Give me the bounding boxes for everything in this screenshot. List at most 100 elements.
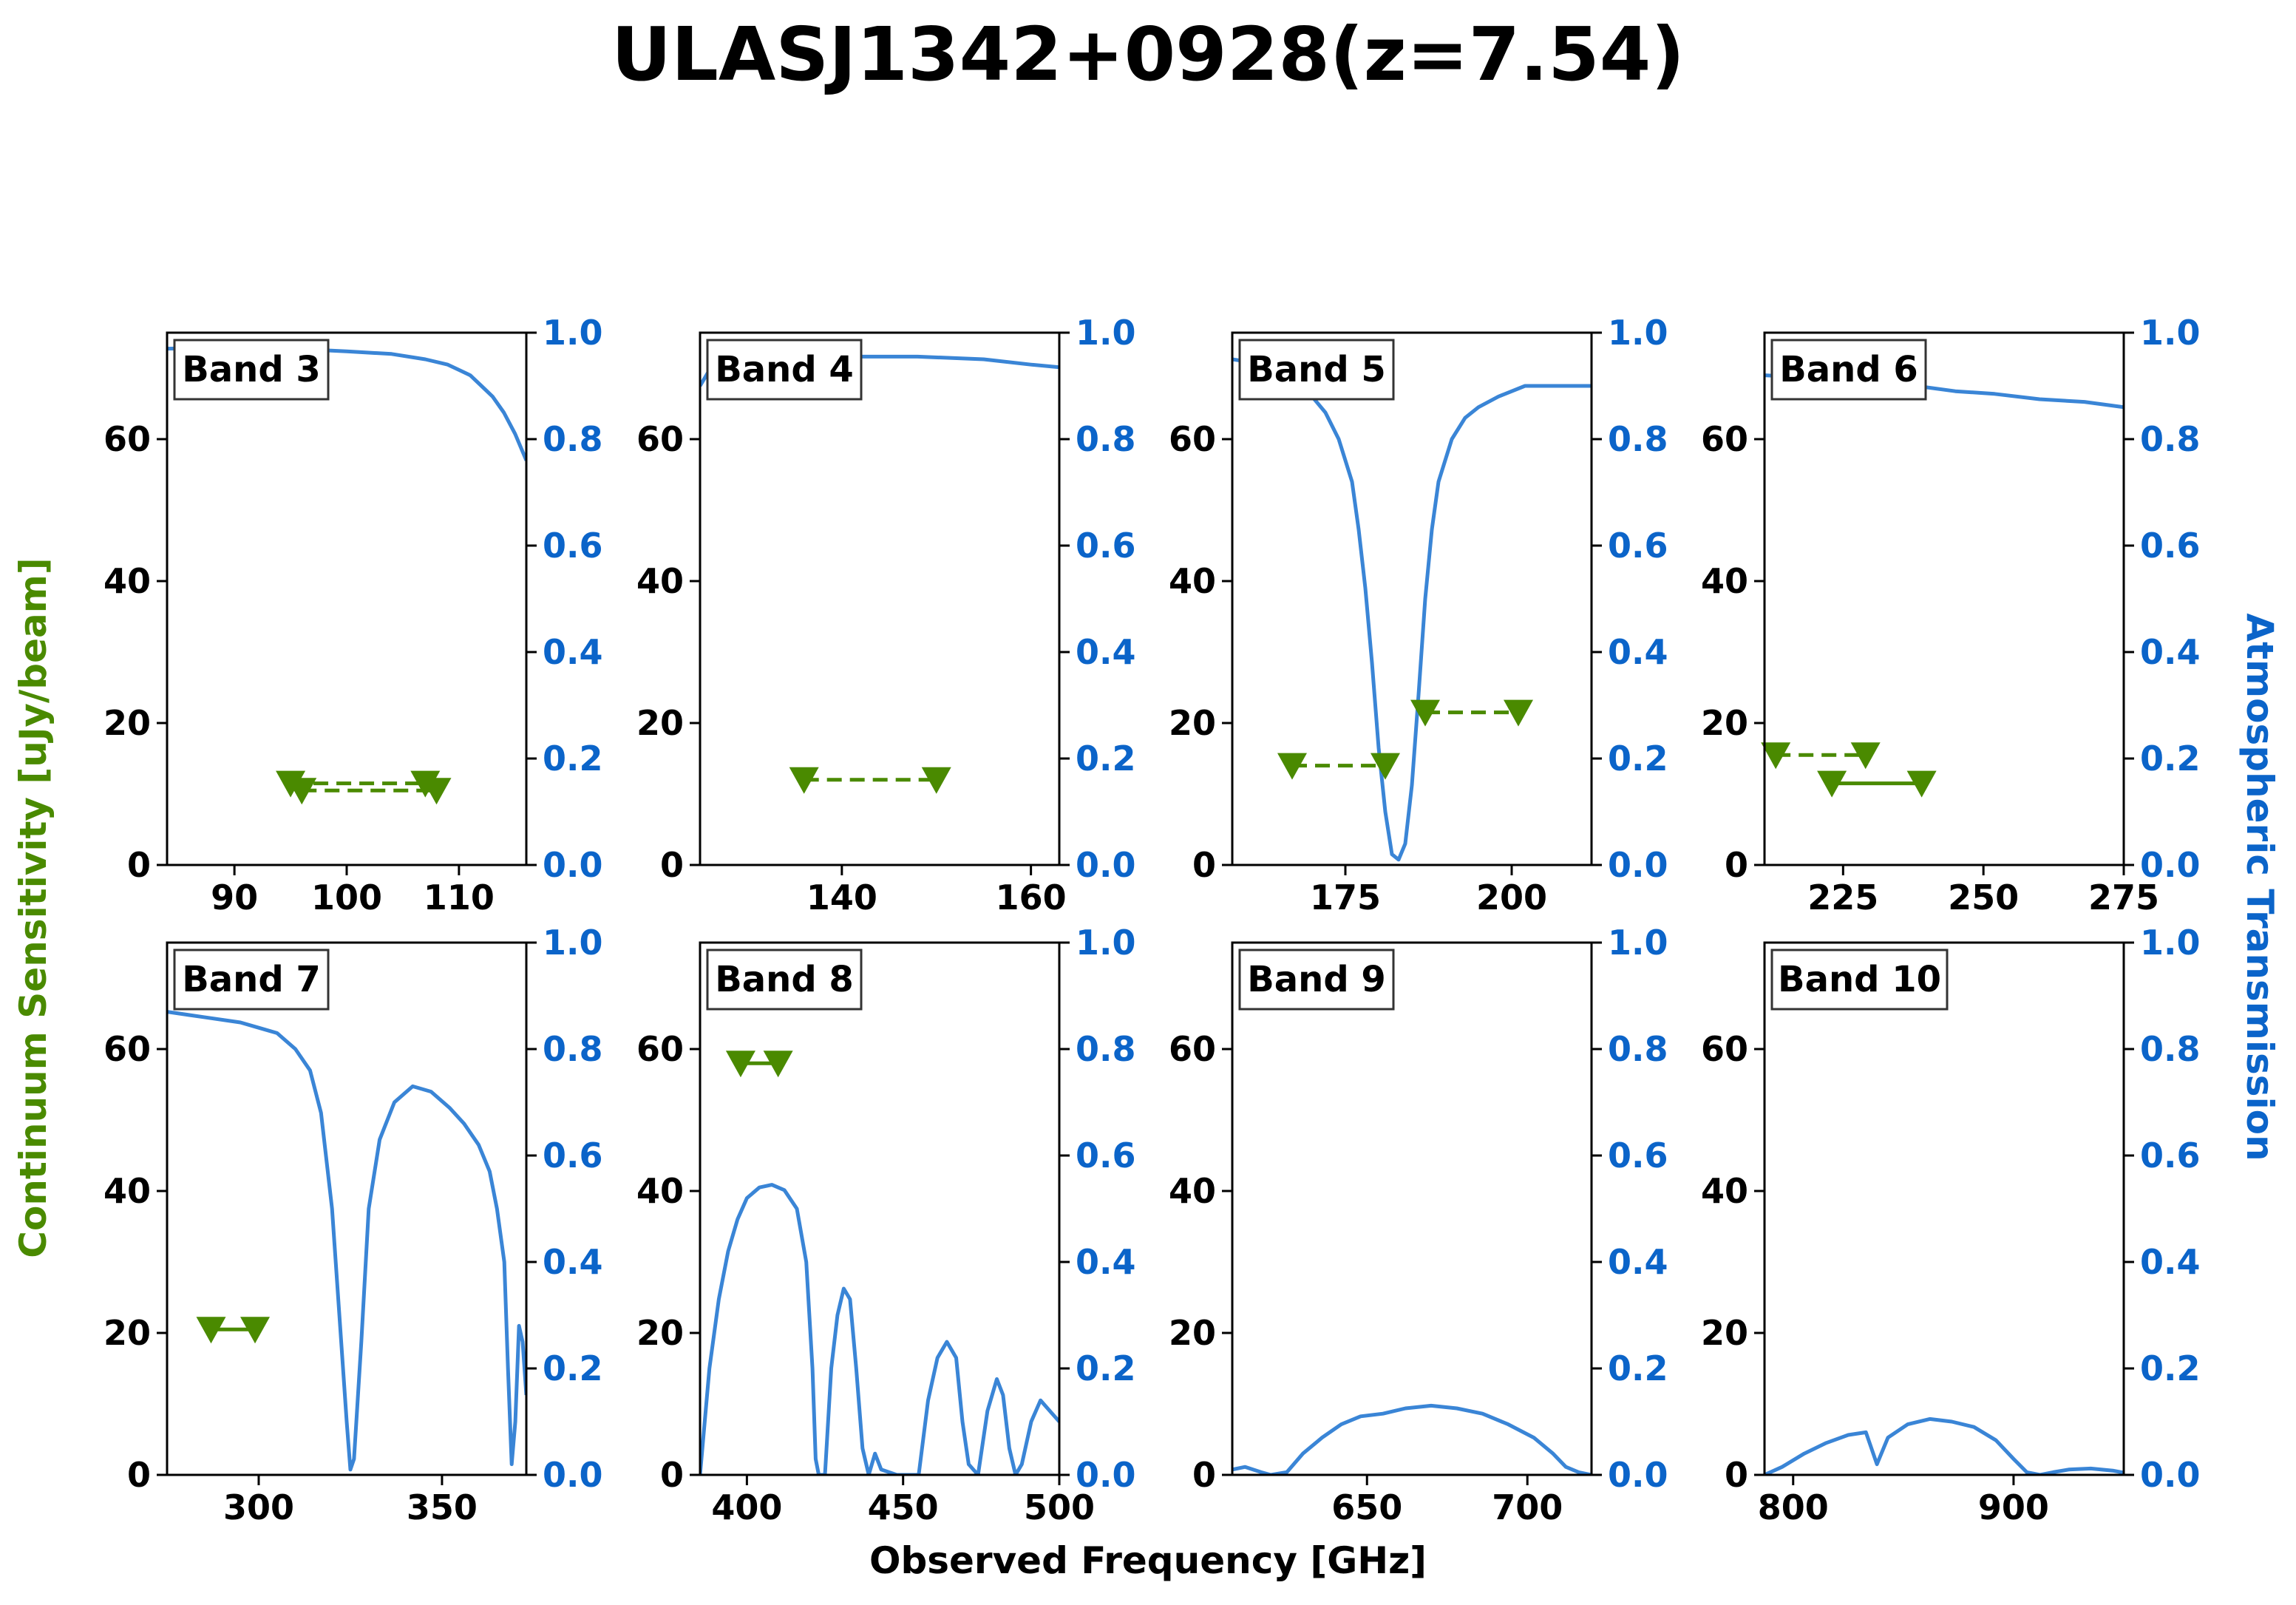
left-y-tick-label: 20 — [1701, 1313, 1748, 1353]
left-y-tick-label: 60 — [1169, 419, 1216, 459]
left-y-tick-label: 0 — [1192, 845, 1216, 885]
band-label: Band 3 — [182, 349, 321, 390]
right-y-tick-label: 0.4 — [2140, 1242, 2201, 1282]
right-y-tick-label: 0.4 — [543, 632, 603, 672]
right-y-tick-label: 0.6 — [2140, 1136, 2201, 1175]
right-y-tick-label: 0.6 — [1608, 526, 1668, 566]
left-y-tick-label: 20 — [1169, 703, 1216, 743]
x-tick-label: 225 — [1807, 878, 1878, 917]
left-y-tick-label: 0 — [660, 1455, 684, 1495]
right-y-tick-label: 0.4 — [1608, 632, 1668, 672]
x-tick-label: 800 — [1758, 1487, 1829, 1527]
band-label: Band 6 — [1779, 349, 1918, 390]
panel-frame — [166, 941, 528, 1476]
upper-limit-marker — [921, 767, 951, 794]
left-y-tick-label: 40 — [636, 1171, 684, 1211]
upper-limit-marker — [725, 1051, 755, 1078]
right-y-tick-label: 0.0 — [1076, 845, 1136, 885]
panel-6: 0 20 40 60 0.0 0.2 0.4 0.6 0.8 1.0 400 450 500 Band 8 — [636, 923, 1136, 1527]
band-label: Band 8 — [715, 959, 854, 1000]
band-label-box — [706, 339, 863, 401]
right-y-tick-label: 0.4 — [1076, 1242, 1136, 1282]
panel-1: 0 20 40 60 0.0 0.2 0.4 0.6 0.8 1.0 90 100 110 Band 3 — [103, 313, 603, 917]
panel-frame — [699, 331, 1061, 866]
panel-7: 0 20 40 60 0.0 0.2 0.4 0.6 0.8 1.0 650 700 Band 9 — [1169, 923, 1668, 1527]
panel-5: 0 20 40 60 0.0 0.2 0.4 0.6 0.8 1.0 300 350 Band 7 — [103, 923, 603, 1527]
right-y-tick-label: 0.8 — [2140, 1029, 2201, 1069]
right-y-tick-label: 0.0 — [543, 1455, 603, 1495]
right-y-tick-label: 0.8 — [1608, 1029, 1668, 1069]
right-y-tick-label: 0.6 — [1076, 1136, 1136, 1175]
left-y-tick-label: 60 — [636, 1029, 684, 1069]
x-tick-label: 350 — [407, 1487, 478, 1527]
left-y-tick-label: 60 — [636, 419, 684, 459]
panel-frame — [1763, 331, 2125, 866]
band-label-box — [1238, 339, 1395, 401]
left-y-tick-label: 20 — [636, 1313, 684, 1353]
left-y-tick-label: 40 — [1701, 561, 1748, 601]
band-label: Band 4 — [715, 349, 854, 390]
left-y-tick-label: 40 — [103, 561, 151, 601]
upper-limit-marker — [1504, 699, 1533, 727]
upper-limit-marker — [1906, 770, 1937, 798]
right-y-tick-label: 0.8 — [2140, 419, 2201, 459]
band-label-box — [173, 339, 330, 401]
left-y-tick-label: 60 — [1701, 1029, 1748, 1069]
right-y-tick-label: 1.0 — [2140, 313, 2201, 353]
right-y-tick-label: 0.2 — [543, 739, 603, 778]
left-y-tick-label: 60 — [103, 1029, 151, 1069]
right-y-tick-label: 1.0 — [1608, 923, 1668, 963]
x-tick-label: 200 — [1476, 878, 1547, 917]
right-y-tick-label: 0.4 — [1608, 1242, 1668, 1282]
upper-limit-marker — [240, 1317, 271, 1344]
band-label-box — [173, 949, 330, 1011]
right-y-tick-label: 1.0 — [543, 313, 603, 353]
left-y-tick-label: 20 — [103, 703, 151, 743]
x-tick-label: 175 — [1310, 878, 1381, 917]
upper-limit-marker — [1761, 742, 1791, 770]
x-tick-label: 160 — [996, 878, 1067, 917]
right-y-tick-label: 1.0 — [2140, 923, 2201, 963]
x-tick-label: 700 — [1492, 1487, 1563, 1527]
left-y-tick-label: 20 — [1701, 703, 1748, 743]
right-y-tick-label: 1.0 — [1076, 923, 1136, 963]
upper-limit-marker — [1850, 742, 1881, 770]
right-y-tick-label: 0.4 — [543, 1242, 603, 1282]
left-y-tick-label: 40 — [103, 1171, 151, 1211]
x-tick-label: 900 — [1978, 1487, 2049, 1527]
left-y-tick-label: 60 — [103, 419, 151, 459]
left-y-tick-label: 40 — [1169, 1171, 1216, 1211]
x-tick-label: 450 — [868, 1487, 939, 1527]
left-y-axis-label: Continuum Sensitivity [uJy/beam] — [12, 557, 55, 1258]
left-y-tick-label: 60 — [1701, 419, 1748, 459]
left-y-tick-label: 40 — [1169, 561, 1216, 601]
band-label: Band 7 — [182, 959, 321, 1000]
right-y-tick-label: 0.2 — [1608, 739, 1668, 778]
left-y-tick-label: 20 — [1169, 1313, 1216, 1353]
right-y-tick-label: 0.0 — [2140, 1455, 2201, 1495]
x-tick-label: 500 — [1024, 1487, 1095, 1527]
panel-frame — [699, 941, 1061, 1476]
left-y-tick-label: 0 — [1725, 845, 1748, 885]
panel-8: 0 20 40 60 0.0 0.2 0.4 0.6 0.8 1.0 800 900 Band 10 — [1701, 923, 2201, 1527]
right-y-tick-label: 1.0 — [1076, 313, 1136, 353]
right-y-tick-label: 0.8 — [1608, 419, 1668, 459]
panel-frame — [1231, 941, 1593, 1476]
right-y-tick-label: 0.0 — [2140, 845, 2201, 885]
left-y-tick-label: 0 — [1192, 1455, 1216, 1495]
band-label: Band 10 — [1778, 959, 1941, 1000]
upper-limit-marker — [287, 778, 317, 805]
right-y-axis-label: Atmospheric Transmission — [2238, 613, 2281, 1161]
right-y-tick-label: 0.2 — [1608, 1348, 1668, 1388]
band-label: Band 9 — [1247, 959, 1386, 1000]
right-y-tick-label: 0.8 — [543, 419, 603, 459]
left-y-tick-label: 20 — [636, 703, 684, 743]
right-y-tick-label: 0.8 — [543, 1029, 603, 1069]
transmission-curve — [1232, 1403, 1592, 1475]
right-y-tick-label: 0.0 — [1608, 1455, 1668, 1495]
band-label-box — [1238, 949, 1395, 1011]
x-tick-label: 100 — [311, 878, 382, 917]
right-y-tick-label: 0.2 — [1076, 1348, 1136, 1388]
